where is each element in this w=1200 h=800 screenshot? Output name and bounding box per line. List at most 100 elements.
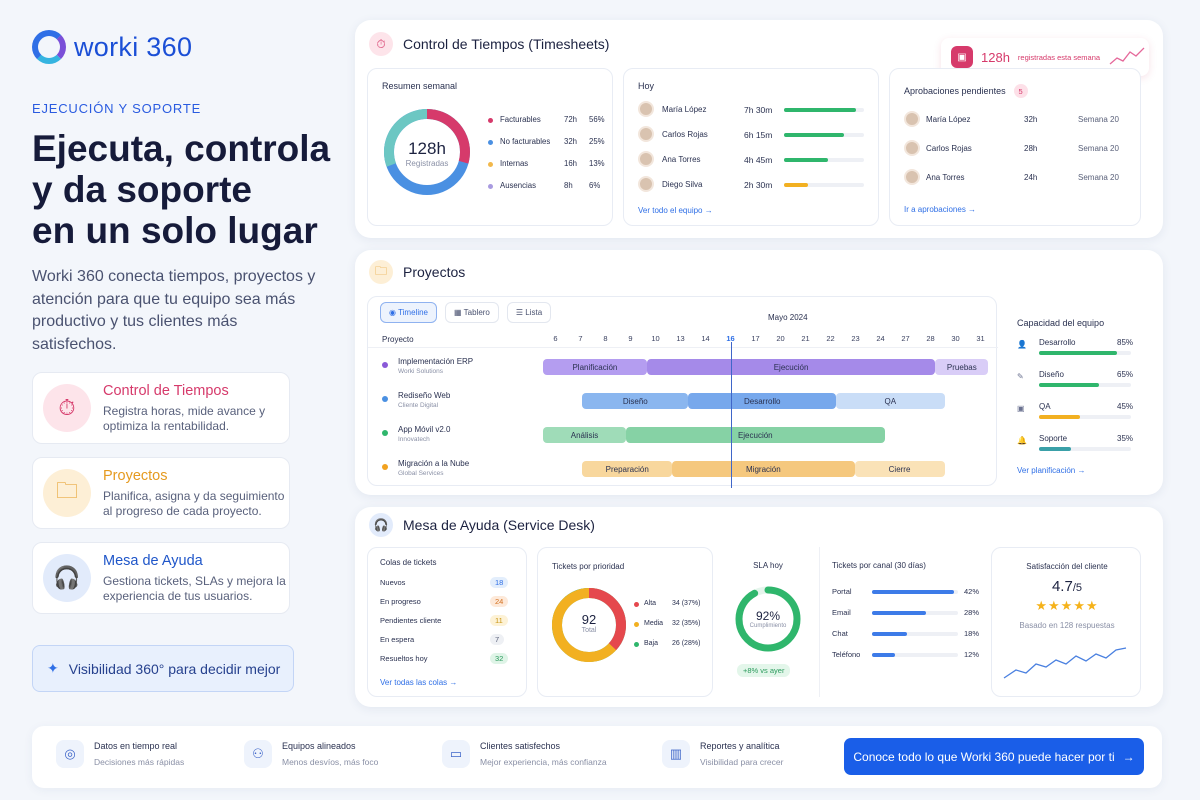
timeline-panel: ◉ Timeline ▦ Tablero ☰ Lista Mayo 2024 P… xyxy=(367,296,998,488)
feature-title: Control de Tiempos xyxy=(103,382,229,399)
project-name[interactable]: App Móvil v2.0 xyxy=(398,425,451,434)
badge-value: 128h xyxy=(981,49,1010,65)
timeline-day: 13 xyxy=(676,334,685,343)
inbox-icon: ▣ xyxy=(951,46,973,68)
hero-title-line: Ejecuta, controla xyxy=(32,128,331,169)
summary-pct: 25% xyxy=(589,137,605,146)
feature-card-timesheets[interactable]: ⏱ Control de Tiempos Registra horas, mid… xyxy=(32,372,290,444)
gantt-task-bar[interactable]: Ejecución xyxy=(646,359,936,375)
project-name[interactable]: Implementación ERP xyxy=(398,357,474,366)
approval-hours: 32h xyxy=(1024,115,1038,124)
summary-row: Internas 16h 13% xyxy=(486,159,606,171)
team-icon: ⚇ xyxy=(244,740,272,768)
feature-card-helpdesk[interactable]: 🎧 Mesa de Ayuda Gestiona tickets, SLAs y… xyxy=(32,542,290,614)
summary-label: Ausencias xyxy=(500,181,536,190)
channel-label: Chat xyxy=(832,629,848,638)
visibility-banner[interactable]: ✦ Visibilidad 360° para decidir mejor xyxy=(32,645,294,692)
analytics-icon: ▥ xyxy=(662,740,690,768)
trend-sparkline xyxy=(1109,47,1145,65)
view-team-link[interactable]: Ver todo el equipo → xyxy=(638,206,713,215)
satisfaction-note: Basado en 128 respuestas xyxy=(1019,621,1115,630)
channel-bar xyxy=(872,653,958,657)
channel-bar xyxy=(872,590,958,594)
weekly-donut xyxy=(384,109,470,195)
badge-label: registradas esta semana xyxy=(1017,52,1101,62)
channel-fill xyxy=(872,632,907,636)
feature-desc: Planifica, asigna y da seguimiento al pr… xyxy=(103,488,285,518)
timeline-day: 6 xyxy=(553,334,558,343)
queue-label[interactable]: En progreso xyxy=(380,597,421,606)
view-tab-list[interactable]: ☰ Lista xyxy=(506,302,552,323)
gantt-task-bar[interactable]: Pruebas xyxy=(935,359,989,375)
channel-pct: 42% xyxy=(964,587,980,596)
queue-label[interactable]: Resueltos hoy xyxy=(380,654,428,663)
approval-name: Carlos Rojas xyxy=(926,144,972,153)
capacity-fill xyxy=(1039,415,1081,419)
gantt-task-bar[interactable]: Preparación xyxy=(582,461,673,477)
member-time: 7h 30m xyxy=(744,105,773,115)
panel-title: Tickets por canal (30 días) xyxy=(832,561,926,570)
queue-label[interactable]: Nuevos xyxy=(380,578,406,587)
priority-label: Baja xyxy=(644,640,659,647)
timeline-day: 28 xyxy=(926,334,935,343)
summary-row: Ausencias 8h 6% xyxy=(486,181,606,193)
brand-logo[interactable]: worki 360 xyxy=(32,30,192,64)
progress-fill xyxy=(784,133,844,137)
gantt-task-bar[interactable]: Análisis xyxy=(543,427,627,443)
feature-card-projects[interactable]: 🗀 Proyectos Planifica, asigna y da segui… xyxy=(32,457,290,529)
feature-title: Proyectos xyxy=(103,467,168,484)
gantt-task-bar[interactable]: Diseño xyxy=(582,393,689,409)
view-tab-board[interactable]: ▦ Tablero xyxy=(445,302,499,323)
chat-icon: ▭ xyxy=(442,740,470,768)
cta-button[interactable]: Conoce todo lo que Worki 360 puede hacer… xyxy=(844,738,1144,775)
summary-row: Facturables 72h 56% xyxy=(486,115,606,127)
avatar xyxy=(638,101,654,117)
project-client: Innovatech xyxy=(398,436,430,443)
gantt-task-bar[interactable]: Ejecución xyxy=(626,427,885,443)
project-name[interactable]: Rediseño Web xyxy=(398,391,451,400)
folder-icon: 🗀 xyxy=(43,469,91,517)
approvals-panel: Aprobaciones pendientes 5 María López 32h… xyxy=(889,68,1141,226)
queue-count: 7 xyxy=(490,634,505,645)
tab-label: Tablero xyxy=(463,308,490,317)
project-dot xyxy=(382,362,388,368)
project-name[interactable]: Migración a la Nube xyxy=(398,459,470,468)
approval-hours: 24h xyxy=(1024,173,1038,182)
capacity-label: QA xyxy=(1039,402,1051,411)
planning-link[interactable]: Ver planificación → xyxy=(1017,466,1086,475)
bottom-benefits-bar: ◎ Datos en tiempo real Decisiones más rápi… xyxy=(32,726,1162,788)
timeline-day: 17 xyxy=(751,334,760,343)
gantt-task-bar[interactable]: QA xyxy=(836,393,945,409)
approval-name: María López xyxy=(926,115,971,124)
view-tab-timeline[interactable]: ◉ Timeline xyxy=(380,302,437,323)
summary-label: Internas xyxy=(500,159,529,168)
gantt-task-bar[interactable]: Planificación xyxy=(543,359,647,375)
service-desk-card: 🎧 Mesa de Ayuda (Service Desk) Colas de … xyxy=(355,507,1163,707)
gantt-task-bar[interactable]: Migración xyxy=(672,461,855,477)
timeline-day: 27 xyxy=(901,334,910,343)
donut-total: 128h xyxy=(408,139,446,158)
capacity-pct: 65% xyxy=(1117,370,1134,379)
approval-week: Semana 20 xyxy=(1078,115,1119,124)
today-marker xyxy=(730,342,732,488)
project-dot xyxy=(382,396,388,402)
sparkle-icon: ✦ xyxy=(47,660,59,676)
queue-label[interactable]: En espera xyxy=(380,635,415,644)
satisfaction-trend-line xyxy=(1003,647,1127,679)
link-label: Ir a aprobaciones xyxy=(904,205,966,214)
queues-link[interactable]: Ver todas las colas → xyxy=(380,678,458,687)
capacity-fill xyxy=(1039,447,1072,451)
panel-title: Aprobaciones pendientes xyxy=(904,86,1006,96)
member-time: 6h 15m xyxy=(744,130,773,140)
gantt-task-bar[interactable]: Cierre xyxy=(854,461,945,477)
priority-total: 92 xyxy=(581,612,597,627)
list-icon: ☰ xyxy=(515,308,524,317)
legend-dot xyxy=(488,118,493,123)
approvals-link[interactable]: Ir a aprobaciones → xyxy=(904,205,977,214)
panel-title: Satisfacción del cliente xyxy=(1026,562,1108,571)
gantt-task-bar[interactable]: Desarrollo xyxy=(688,393,837,409)
queue-label[interactable]: Pendientes cliente xyxy=(380,616,442,625)
channel-label: Portal xyxy=(832,587,852,596)
channel-fill xyxy=(872,590,954,594)
target-icon: ◎ xyxy=(56,740,84,768)
